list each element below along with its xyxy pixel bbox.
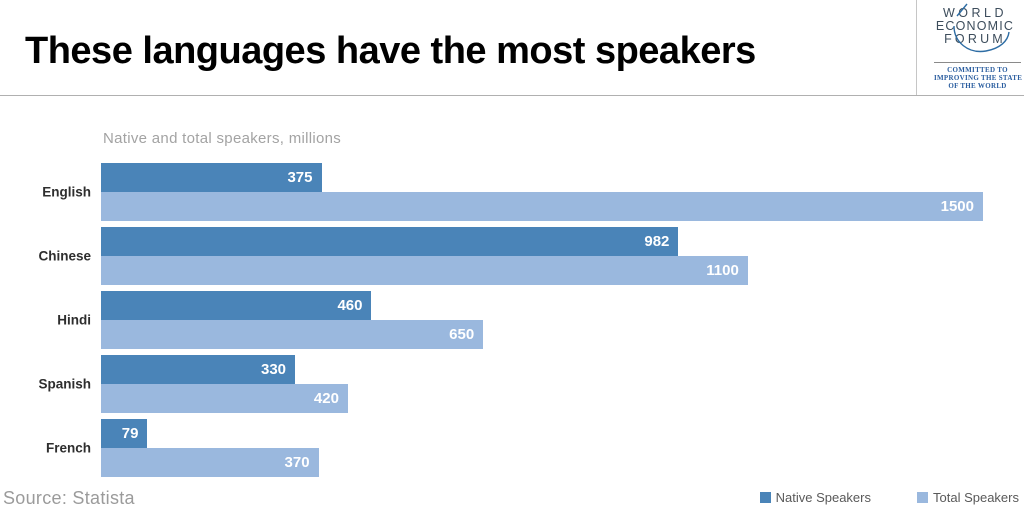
chart-subtitle: Native and total speakers, millions [103,130,342,147]
bar-value-label: 330 [261,361,287,378]
legend-item-total-speakers: Total Speakers [917,490,1019,505]
wef-logo-word-economic: ECONOMIC [936,19,1014,33]
bar-total-speakers: 370 [101,448,319,477]
legend-swatch-icon [759,492,771,503]
wef-logo-swoosh-icon [953,25,1010,53]
category-label: English [42,184,91,200]
bar-chart: English 375 1500 Chinese 982 1100 Hindi 460 650 S… [0,163,1024,483]
bar-value-label: 375 [287,169,313,186]
bar-value-label: 1500 [940,198,974,215]
source-label: Source: Statista [3,488,135,508]
wef-logo: WORLD ECONOMIC FORUM COMMITTED TO IMPROV… [916,0,1024,95]
bar-group-spanish: Spanish 330 420 [0,355,1024,413]
bar-native-speakers: 79 [101,419,148,448]
bar-value-label: 79 [121,425,139,442]
wef-tagline-line: OF THE WORLD [948,82,1007,90]
bar-pair: 375 1500 [101,163,1024,221]
bar-total-speakers: 650 [101,320,484,349]
header-divider [0,95,1024,96]
legend-swatch-icon [917,492,928,503]
bar-pair: 460 650 [101,291,1024,349]
category-label: Chinese [38,248,91,264]
bar-pair: 330 420 [101,355,1024,413]
bar-value-label: 460 [337,297,363,314]
legend-item-native-speakers: Native Speakers [759,490,871,505]
page-title: These languages have the most speakers [25,30,756,72]
wef-logo-word-forum: FORUM [944,32,1006,46]
category-label: Spanish [38,376,91,392]
legend-label: Native Speakers [775,490,871,505]
bar-native-speakers: 330 [101,355,296,384]
legend-label: Total Speakers [933,490,1019,505]
bar-group-english: English 375 1500 [0,163,1024,221]
wef-tagline-line: COMMITTED TO [947,66,1008,74]
bar-value-label: 650 [449,326,475,343]
wef-logo-slash [956,3,968,17]
bar-group-chinese: Chinese 982 1100 [0,227,1024,285]
bar-native-speakers: 460 [101,291,372,320]
bar-group-hindi: Hindi 460 650 [0,291,1024,349]
bar-value-label: 370 [284,454,310,471]
wef-tagline-line: IMPROVING THE STATE [934,74,1023,82]
category-label: French [45,440,91,456]
chart-legend: Native Speakers Total Speakers [714,490,1019,505]
bar-group-french: French 79 370 [0,419,1024,477]
category-label: Hindi [57,312,91,328]
bar-native-speakers: 375 [101,163,322,192]
bar-native-speakers: 982 [101,227,679,256]
bar-value-label: 982 [644,233,670,250]
wef-tagline: COMMITTED TO IMPROVING THE STATE OF THE … [934,62,1023,90]
bar-total-speakers: 1100 [101,256,748,285]
bar-total-speakers: 420 [101,384,348,413]
bar-total-speakers: 1500 [101,192,983,221]
bar-pair: 982 1100 [101,227,1024,285]
bar-value-label: 1100 [706,262,739,279]
bar-value-label: 420 [313,390,339,407]
wef-logo-word-world: WORLD [943,6,1007,20]
wef-logo-icon: WORLD ECONOMIC FORUM [936,3,1014,53]
bar-pair: 79 370 [101,419,1024,477]
